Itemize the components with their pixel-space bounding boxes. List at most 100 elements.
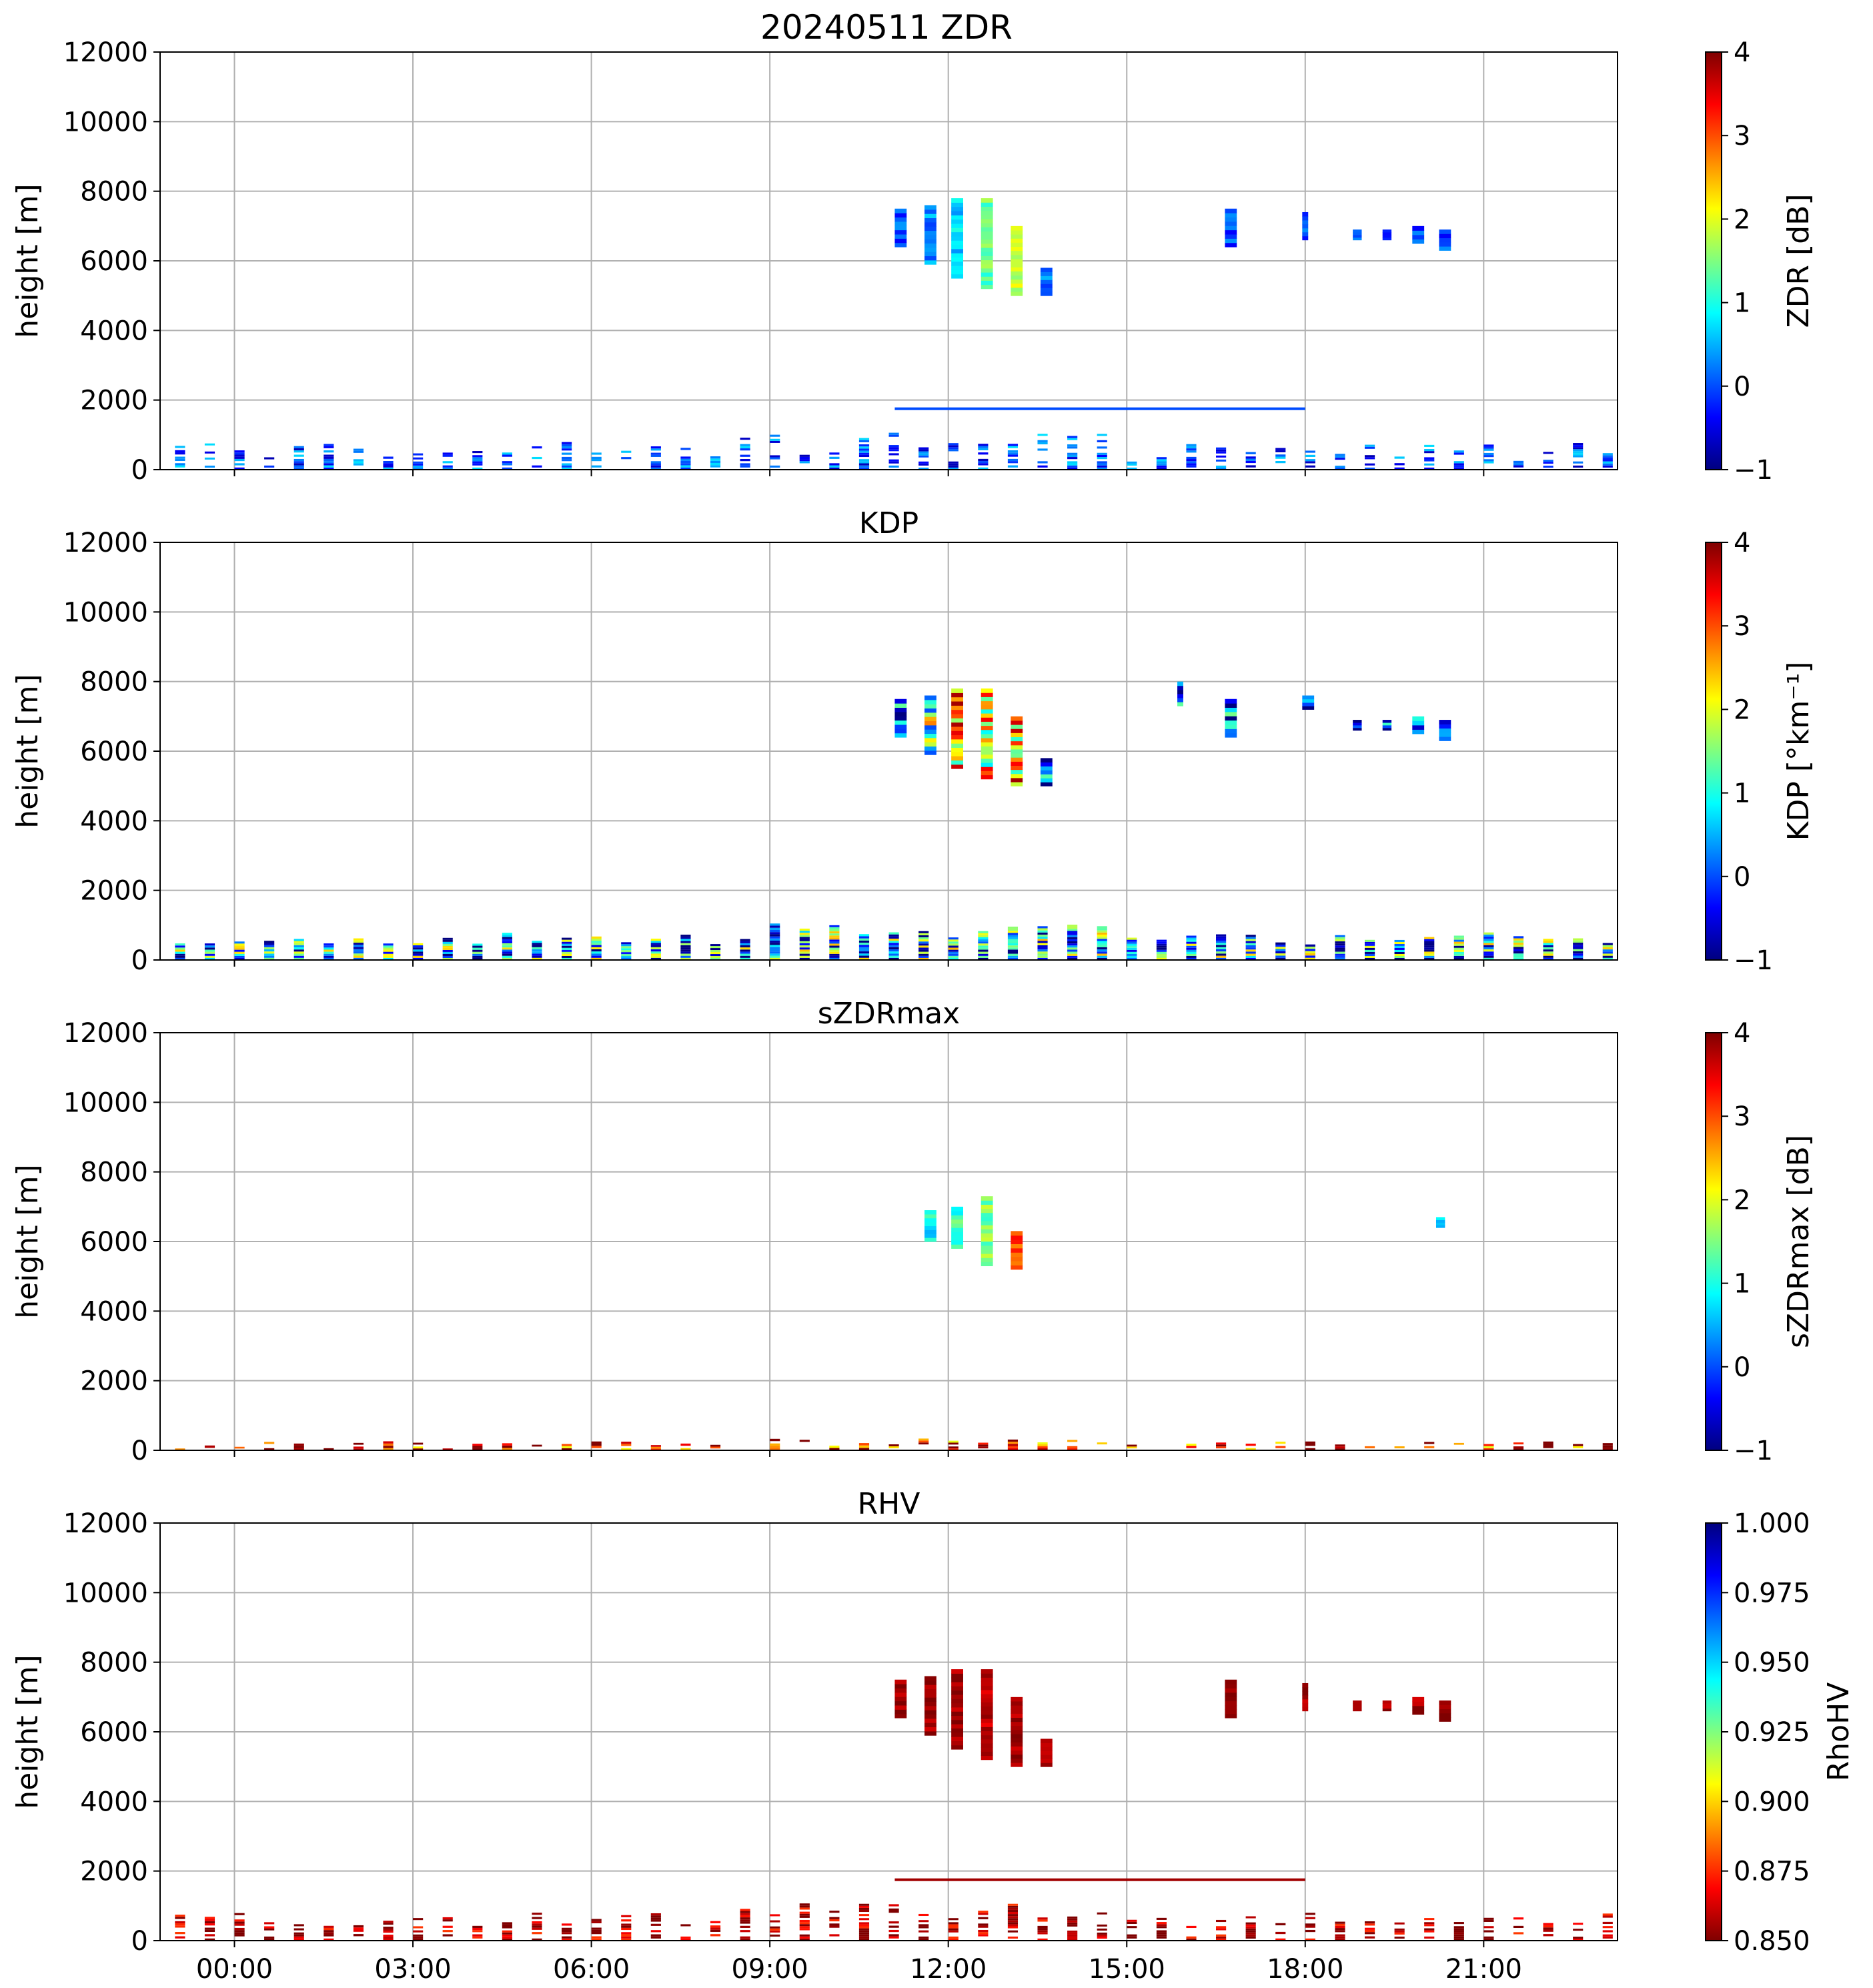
colorbar-tick-label: −1 <box>1734 455 1773 486</box>
low-echo-cell <box>1037 926 1048 929</box>
low-echo-cell <box>858 1928 870 1931</box>
echo-cell <box>981 721 993 726</box>
low-echo-cell <box>1067 1924 1078 1927</box>
echo-cell <box>1412 724 1425 730</box>
echo-cell <box>951 1736 963 1741</box>
echo-cell <box>1040 272 1053 276</box>
echo-cell <box>981 1237 993 1242</box>
low-echo-cell <box>591 951 602 954</box>
low-echo-cell <box>1216 449 1227 452</box>
low-echo-cell <box>1424 957 1435 960</box>
low-echo-cell <box>918 447 929 450</box>
y-tick-label: 8000 <box>80 1157 148 1188</box>
y-tick-label: 10000 <box>63 107 148 137</box>
low-echo-cell <box>234 951 245 954</box>
low-echo-cell <box>204 1921 215 1924</box>
low-echo-cell <box>680 1924 691 1927</box>
echo-cell <box>1011 753 1023 758</box>
echo-cell <box>1011 1725 1023 1730</box>
low-echo-cell <box>978 1911 989 1913</box>
low-echo-cell <box>858 1905 870 1908</box>
echo-cell <box>951 1231 963 1237</box>
colorbar-tick-label: −1 <box>1734 1436 1773 1466</box>
echo-cell <box>1225 728 1237 734</box>
echo-cell <box>981 218 993 223</box>
low-echo-cell <box>1156 939 1167 942</box>
low-echo-cell <box>442 955 453 958</box>
low-echo-cell <box>413 1934 424 1937</box>
low-echo-cell <box>1097 945 1107 947</box>
low-echo-cell <box>442 957 453 960</box>
low-echo-cell <box>770 938 780 941</box>
echo-cell <box>1011 229 1023 235</box>
y-tick-label: 6000 <box>80 736 148 767</box>
echo-cell <box>924 1684 936 1690</box>
low-echo-cell <box>1216 955 1227 958</box>
low-echo-cell <box>175 1915 185 1917</box>
low-echo-cell <box>680 939 691 941</box>
low-echo-cell <box>1216 1928 1227 1931</box>
low-echo-cell <box>1543 943 1553 945</box>
low-echo-cell <box>888 1911 899 1913</box>
y-tick-label: 8000 <box>80 1648 148 1678</box>
low-echo-cell <box>1305 459 1315 462</box>
low-echo-cell <box>175 1923 185 1926</box>
low-echo-cell <box>888 932 899 935</box>
low-echo-cell <box>591 1919 602 1921</box>
echo-cell <box>951 270 963 275</box>
low-echo-cell <box>740 1917 750 1920</box>
low-echo-cell <box>413 1938 424 1941</box>
low-echo-cell <box>1335 1446 1345 1449</box>
echo-cell <box>924 217 936 223</box>
low-echo-cell <box>858 461 870 464</box>
echo-cell <box>951 764 963 769</box>
echo-cell <box>1011 1729 1023 1734</box>
low-echo-cell <box>770 1920 780 1923</box>
low-echo-cell <box>1483 1917 1494 1920</box>
grid <box>160 1032 1618 1451</box>
low-echo-cell <box>1156 465 1167 468</box>
low-echo-cell <box>1097 957 1107 960</box>
low-echo-cell <box>799 1920 810 1923</box>
low-echo-cell <box>472 945 483 948</box>
low-echo-cell <box>353 957 364 960</box>
low-echo-cell <box>650 941 661 943</box>
low-echo-cell <box>472 451 483 454</box>
low-echo-cell <box>234 953 245 956</box>
echo-block <box>951 688 963 769</box>
low-echo-cell <box>1335 949 1345 952</box>
echo-cell <box>981 1196 993 1201</box>
low-echo-cell <box>353 938 364 941</box>
low-echo-cell <box>1127 955 1137 958</box>
low-echo-cell <box>293 458 304 462</box>
low-echo-cell <box>532 957 542 960</box>
low-echo-cell <box>1453 955 1464 958</box>
echo-cell <box>1412 716 1425 721</box>
echo-cell <box>924 1726 936 1732</box>
low-echo-cell <box>561 945 572 948</box>
echo-cell <box>924 230 936 235</box>
low-echo-cell <box>918 939 929 942</box>
low-echo-cell <box>978 951 989 954</box>
low-echo-cell <box>234 945 245 948</box>
low-echo-cell <box>175 1921 185 1924</box>
low-echo-cell <box>591 1441 602 1444</box>
echo-cell <box>1412 729 1425 734</box>
low-echo-cell <box>591 943 602 945</box>
echo-cell <box>1011 271 1023 276</box>
low-echo-cell <box>1602 953 1613 956</box>
low-echo-cell <box>650 465 661 468</box>
low-echo-cell <box>740 454 750 457</box>
low-echo-cell <box>293 1443 304 1446</box>
low-echo-cell <box>829 1911 840 1913</box>
low-echo-cell <box>293 957 304 960</box>
low-echo-cell <box>502 461 512 464</box>
echo-cell <box>1382 1705 1392 1709</box>
low-echo-cell <box>829 951 840 954</box>
low-echo-cell <box>770 936 780 939</box>
low-echo-cell <box>1483 455 1494 458</box>
low-echo-cell <box>1186 951 1197 954</box>
low-echo-cell <box>324 454 334 457</box>
x-tick-label: 15:00 <box>1089 1954 1165 1985</box>
low-echo-cell <box>978 444 989 446</box>
